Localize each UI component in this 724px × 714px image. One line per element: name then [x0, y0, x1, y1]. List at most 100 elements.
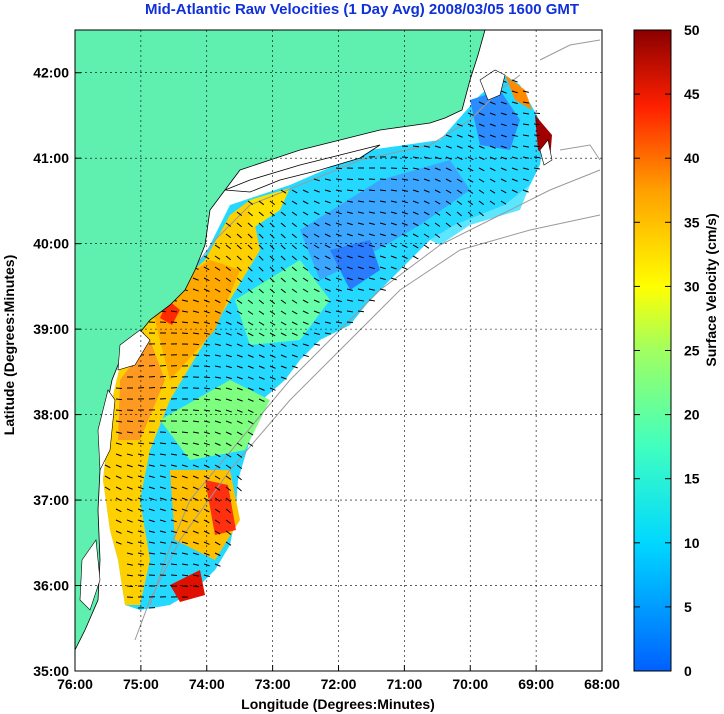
velocity-arrow — [478, 123, 485, 127]
velocity-arrow — [258, 299, 265, 305]
velocity-arrow — [335, 222, 342, 226]
velocity-arrow — [181, 310, 188, 313]
velocity-arrow — [203, 486, 210, 491]
velocity-arrow — [203, 497, 210, 502]
velocity-arrow — [192, 409, 200, 412]
velocity-arrow — [104, 475, 111, 480]
velocity-arrow — [280, 299, 287, 304]
velocity-arrow — [104, 486, 111, 491]
velocity-arrow — [159, 475, 166, 479]
velocity-arrow — [313, 189, 320, 193]
velocity-arrow — [533, 167, 540, 170]
land-mass — [75, 30, 486, 651]
velocity-arrow — [412, 156, 420, 159]
velocity-arrow — [192, 321, 199, 324]
velocity-arrow — [247, 255, 253, 261]
velocity-arrow — [192, 431, 199, 434]
velocity-arrow — [423, 211, 430, 216]
velocity-arrow — [148, 386, 156, 389]
colorbar-tick-label: 25 — [684, 343, 700, 359]
velocity-arrow — [269, 211, 275, 217]
velocity-arrow — [214, 398, 221, 401]
velocity-arrow — [302, 222, 309, 227]
velocity-arrow — [225, 420, 232, 424]
velocity-arrow — [214, 464, 221, 469]
velocity-arrow — [390, 277, 397, 281]
velocity-arrow — [291, 321, 298, 326]
velocity-arrow — [434, 178, 441, 182]
velocity-arrow — [390, 255, 397, 259]
velocity-arrow — [203, 552, 210, 556]
velocity-arrow — [368, 189, 376, 192]
velocity-arrow — [170, 310, 178, 313]
velocity-arrow — [181, 453, 188, 456]
velocity-arrow — [489, 189, 496, 194]
velocity-arrow — [214, 486, 221, 491]
velocity-arrow — [335, 189, 342, 192]
velocity-arrow — [214, 475, 221, 480]
velocity-arrow — [324, 189, 331, 193]
colorbar-tick-label: 35 — [684, 214, 700, 230]
velocity-arrow — [236, 453, 243, 458]
velocity-arrow — [126, 420, 134, 423]
velocity-arrow — [170, 464, 177, 467]
velocity-arrow — [500, 123, 507, 127]
velocity-arrow — [225, 299, 232, 304]
velocity-arrow — [500, 178, 507, 183]
velocity-arrow — [104, 464, 111, 469]
velocity-arrow — [467, 167, 474, 172]
velocity-arrow — [379, 288, 386, 291]
velocity-arrow — [225, 486, 232, 492]
velocity-arrow — [159, 530, 166, 533]
velocity-arrow — [236, 387, 243, 391]
velocity-arrow — [203, 332, 210, 335]
velocity-arrow — [412, 167, 419, 170]
velocity-arrow — [247, 299, 254, 305]
velocity-arrow — [324, 178, 331, 181]
velocity-arrow — [489, 123, 496, 127]
velocity-arrow — [302, 189, 309, 194]
velocity-arrow — [225, 266, 232, 272]
velocity-arrow — [456, 156, 463, 160]
map-plot-area — [75, 30, 602, 671]
y-axis-ticks: 42:00 41:00 40:00 39:00 38:00 37:00 36:00 35:00 — [33, 65, 81, 679]
velocity-arrow — [203, 277, 210, 282]
velocity-arrow — [247, 420, 254, 425]
velocity-arrow — [346, 178, 354, 181]
velocity-arrow — [456, 200, 463, 205]
x-tick-label: 72:00 — [321, 676, 357, 692]
velocity-arrow — [203, 563, 210, 567]
velocity-arrow — [203, 442, 210, 446]
velocity-arrow — [368, 244, 375, 248]
velocity-arrow — [335, 178, 343, 181]
velocity-arrow — [456, 222, 462, 228]
velocity-arrow — [247, 332, 254, 337]
velocity-arrow — [434, 200, 441, 205]
x-tick-label: 76:00 — [57, 676, 93, 692]
velocity-vectors — [104, 79, 541, 609]
velocity-arrow — [137, 508, 144, 512]
velocity-arrow — [335, 277, 342, 281]
x-tick-label: 74:00 — [189, 676, 225, 692]
velocity-arrow — [434, 233, 441, 239]
velocity-arrow — [225, 387, 232, 391]
velocity-arrow — [192, 288, 199, 292]
velocity-arrow — [302, 244, 309, 249]
velocity-arrow — [170, 497, 177, 501]
velocity-arrow — [225, 277, 232, 282]
velocity-arrow — [181, 431, 189, 434]
velocity-arrow — [456, 167, 463, 172]
velocity-arrow — [115, 442, 122, 446]
velocity-arrow — [280, 332, 287, 337]
y-tick-label: 42:00 — [33, 65, 69, 81]
velocity-arrow — [368, 255, 375, 259]
velocity-arrow — [225, 431, 232, 435]
velocity-arrow — [269, 244, 275, 250]
velocity-arrow — [280, 288, 286, 294]
velocity-arrow — [159, 552, 167, 555]
velocity-arrow — [214, 387, 221, 390]
velocity-arrow — [258, 398, 265, 402]
velocity-arrow — [390, 222, 397, 226]
velocity-arrow — [500, 167, 507, 171]
velocity-arrow — [522, 101, 529, 104]
